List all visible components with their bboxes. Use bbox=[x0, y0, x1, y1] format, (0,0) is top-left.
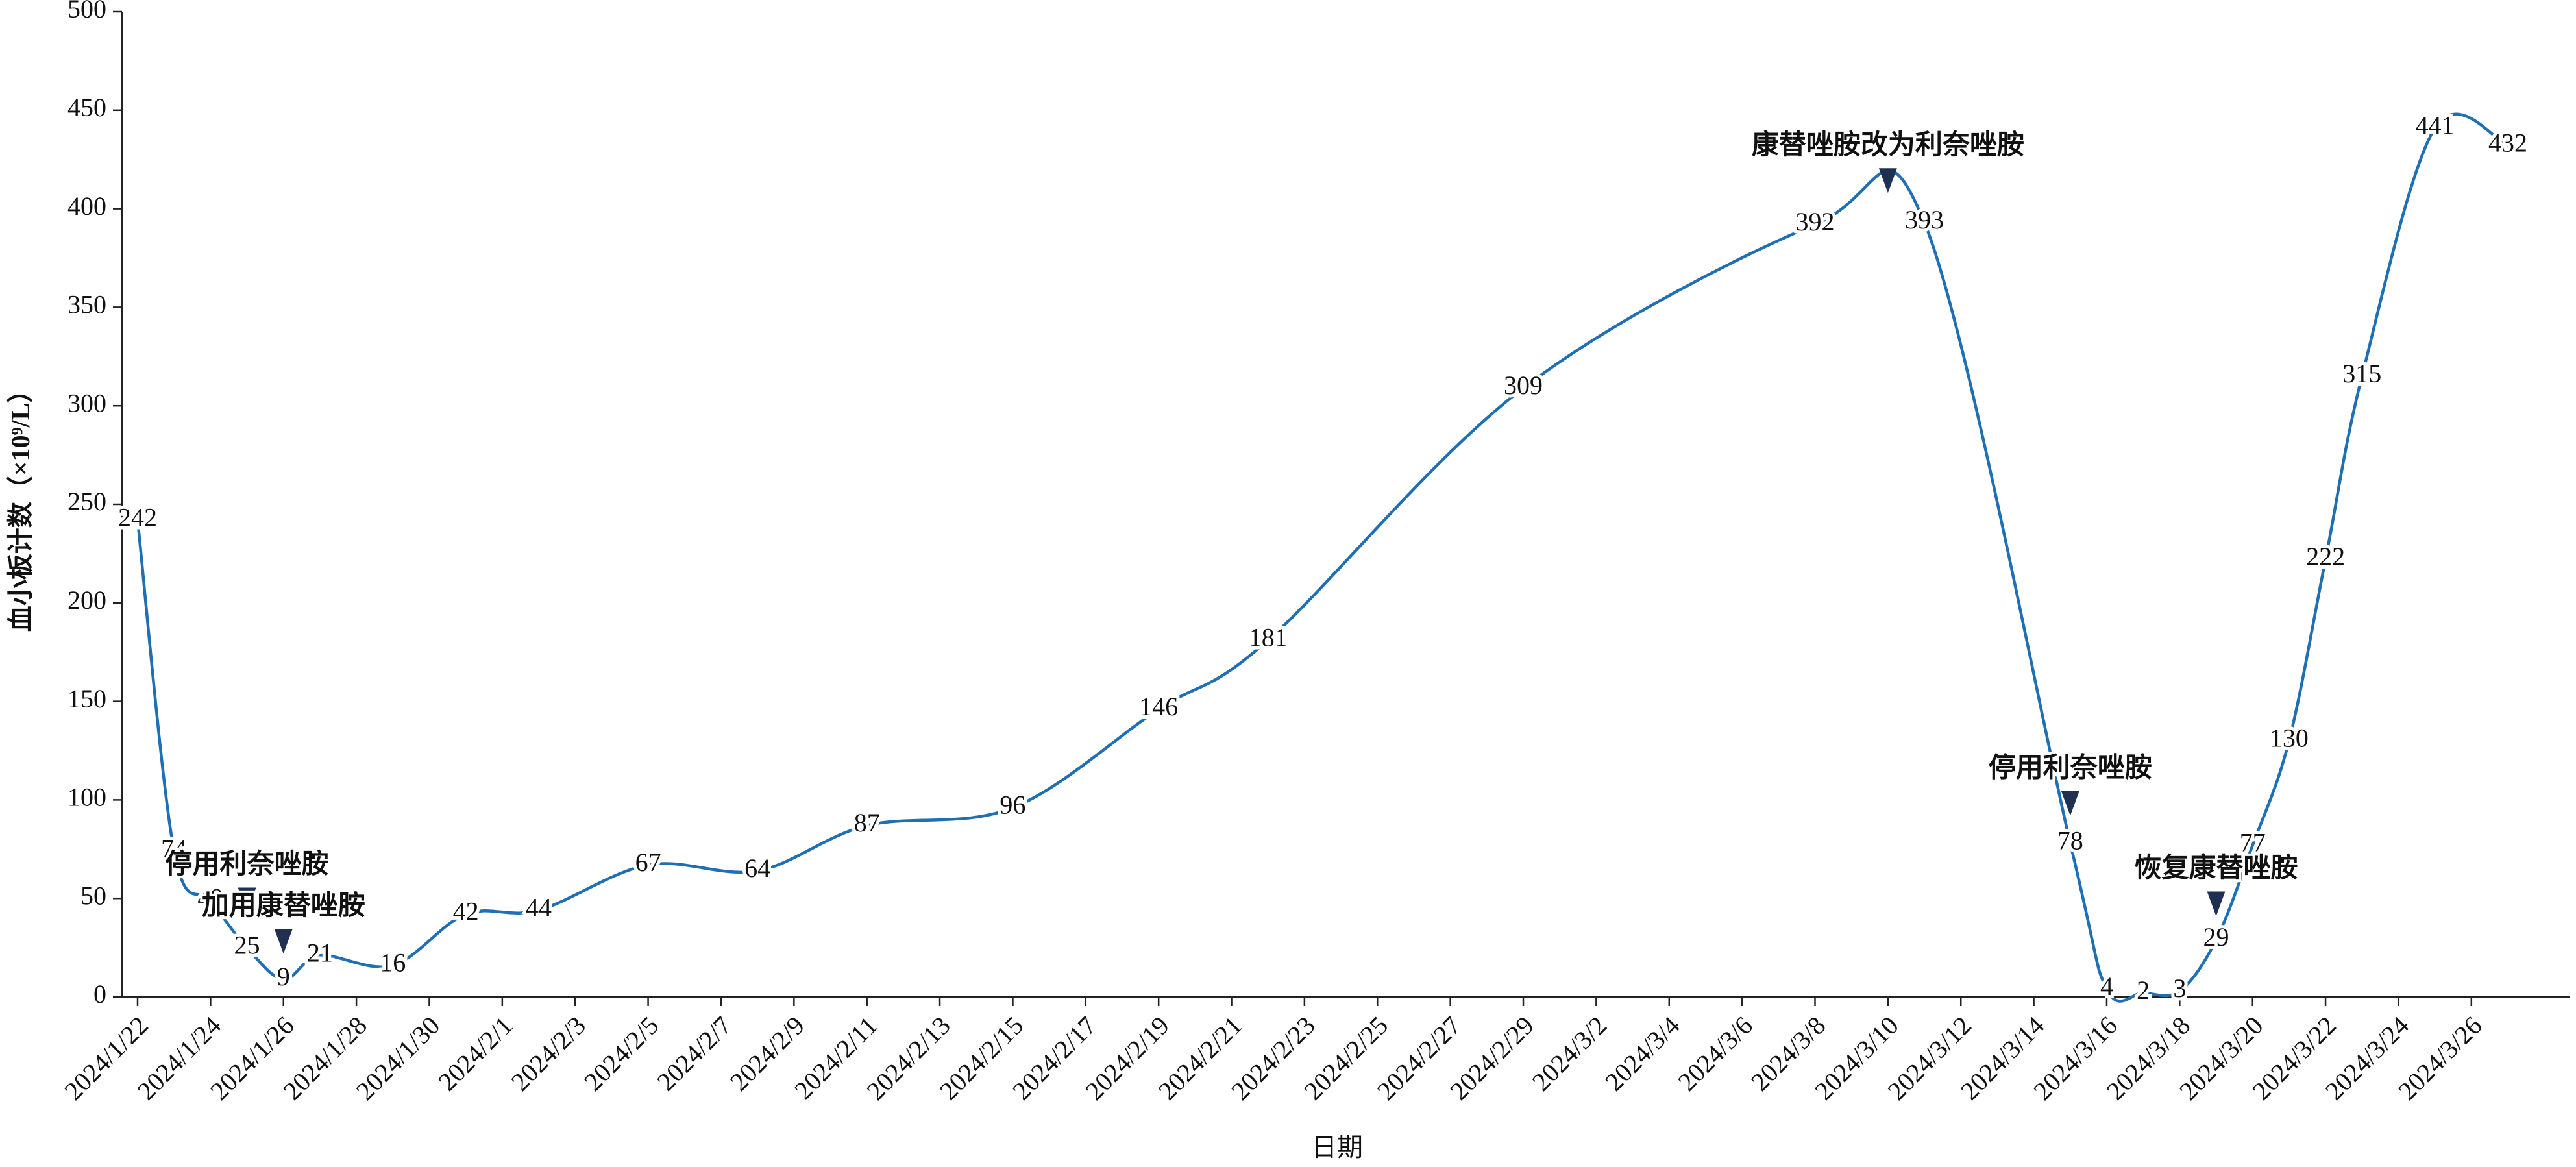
annotation-arrow bbox=[2207, 891, 2226, 916]
y-tick-label: 200 bbox=[67, 585, 106, 615]
y-tick-label: 450 bbox=[67, 93, 106, 122]
annotation: 加用康替唑胺 bbox=[202, 891, 365, 921]
y-tick-label: 150 bbox=[67, 684, 106, 713]
y-axis-label: 血小板计数（×10⁹/L） bbox=[6, 377, 35, 632]
data-label: 74 bbox=[161, 834, 187, 863]
x-axis-label: 日期 bbox=[1311, 1133, 1363, 1162]
data-label: 42 bbox=[453, 897, 479, 926]
line bbox=[136, 112, 2509, 1003]
y-tick-label: 350 bbox=[67, 290, 106, 319]
data-label: 392 bbox=[1795, 207, 1834, 236]
data-label: 222 bbox=[2306, 542, 2345, 571]
y-tick-label: 100 bbox=[67, 783, 106, 812]
data-label: 432 bbox=[2488, 129, 2527, 158]
data-label: 393 bbox=[1905, 205, 1944, 234]
annotation-arrow bbox=[1878, 168, 1897, 193]
data-label: 2 bbox=[2137, 976, 2150, 1005]
annotation: 停用利奈唑胺 bbox=[166, 849, 329, 879]
x-tick-label: 2024/3/6 bbox=[1673, 1011, 1758, 1096]
x-tick-label: 2024/3/2 bbox=[1527, 1011, 1612, 1096]
annotation: 恢复康替唑胺 bbox=[2135, 853, 2298, 883]
data-label: 16 bbox=[380, 948, 406, 977]
x-tick-label: 2024/2/3 bbox=[506, 1011, 591, 1096]
data-label: 4 bbox=[2100, 972, 2113, 1001]
data-label: 242 bbox=[118, 502, 157, 532]
y-tick-label: 0 bbox=[93, 979, 106, 1009]
annotation-arrow bbox=[274, 929, 293, 954]
y-tick-label: 400 bbox=[67, 191, 106, 221]
y-tick-label: 300 bbox=[67, 388, 106, 417]
annotation-arrow bbox=[238, 887, 256, 913]
y-tick-label: 50 bbox=[80, 881, 106, 910]
data-label: 87 bbox=[854, 808, 880, 837]
data-label: 49 bbox=[197, 883, 223, 912]
y-tick-label: 250 bbox=[67, 487, 106, 516]
annotation-arrow bbox=[2061, 791, 2079, 816]
data-label: 29 bbox=[2203, 922, 2229, 952]
data-label: 315 bbox=[2342, 359, 2381, 388]
data-label: 3 bbox=[2173, 974, 2186, 1003]
data-label: 44 bbox=[526, 893, 552, 922]
x-tick-label: 2024/3/4 bbox=[1599, 1011, 1685, 1096]
x-tick-label: 2024/2/1 bbox=[432, 1011, 518, 1096]
data-label: 67 bbox=[635, 848, 661, 877]
data-label: 309 bbox=[1504, 371, 1543, 400]
data-label: 77 bbox=[2240, 828, 2266, 857]
x-tick-label: 2024/2/5 bbox=[578, 1011, 664, 1096]
data-label: 130 bbox=[2270, 723, 2309, 752]
data-label: 21 bbox=[307, 938, 333, 967]
data-label: 96 bbox=[1000, 791, 1025, 820]
data-label: 441 bbox=[2416, 110, 2455, 140]
annotation: 康替唑胺改为利奈唑胺 bbox=[1752, 130, 2024, 160]
data-label: 78 bbox=[2057, 826, 2083, 855]
x-tick-label: 2024/2/7 bbox=[651, 1011, 737, 1096]
data-label: 9 bbox=[277, 962, 290, 991]
data-label: 64 bbox=[744, 854, 770, 883]
data-label: 181 bbox=[1249, 623, 1288, 652]
data-label: 25 bbox=[234, 930, 260, 959]
data-label: 146 bbox=[1139, 692, 1178, 721]
y-tick-label: 500 bbox=[67, 0, 106, 23]
annotation: 停用利奈唑胺 bbox=[1989, 752, 2152, 783]
